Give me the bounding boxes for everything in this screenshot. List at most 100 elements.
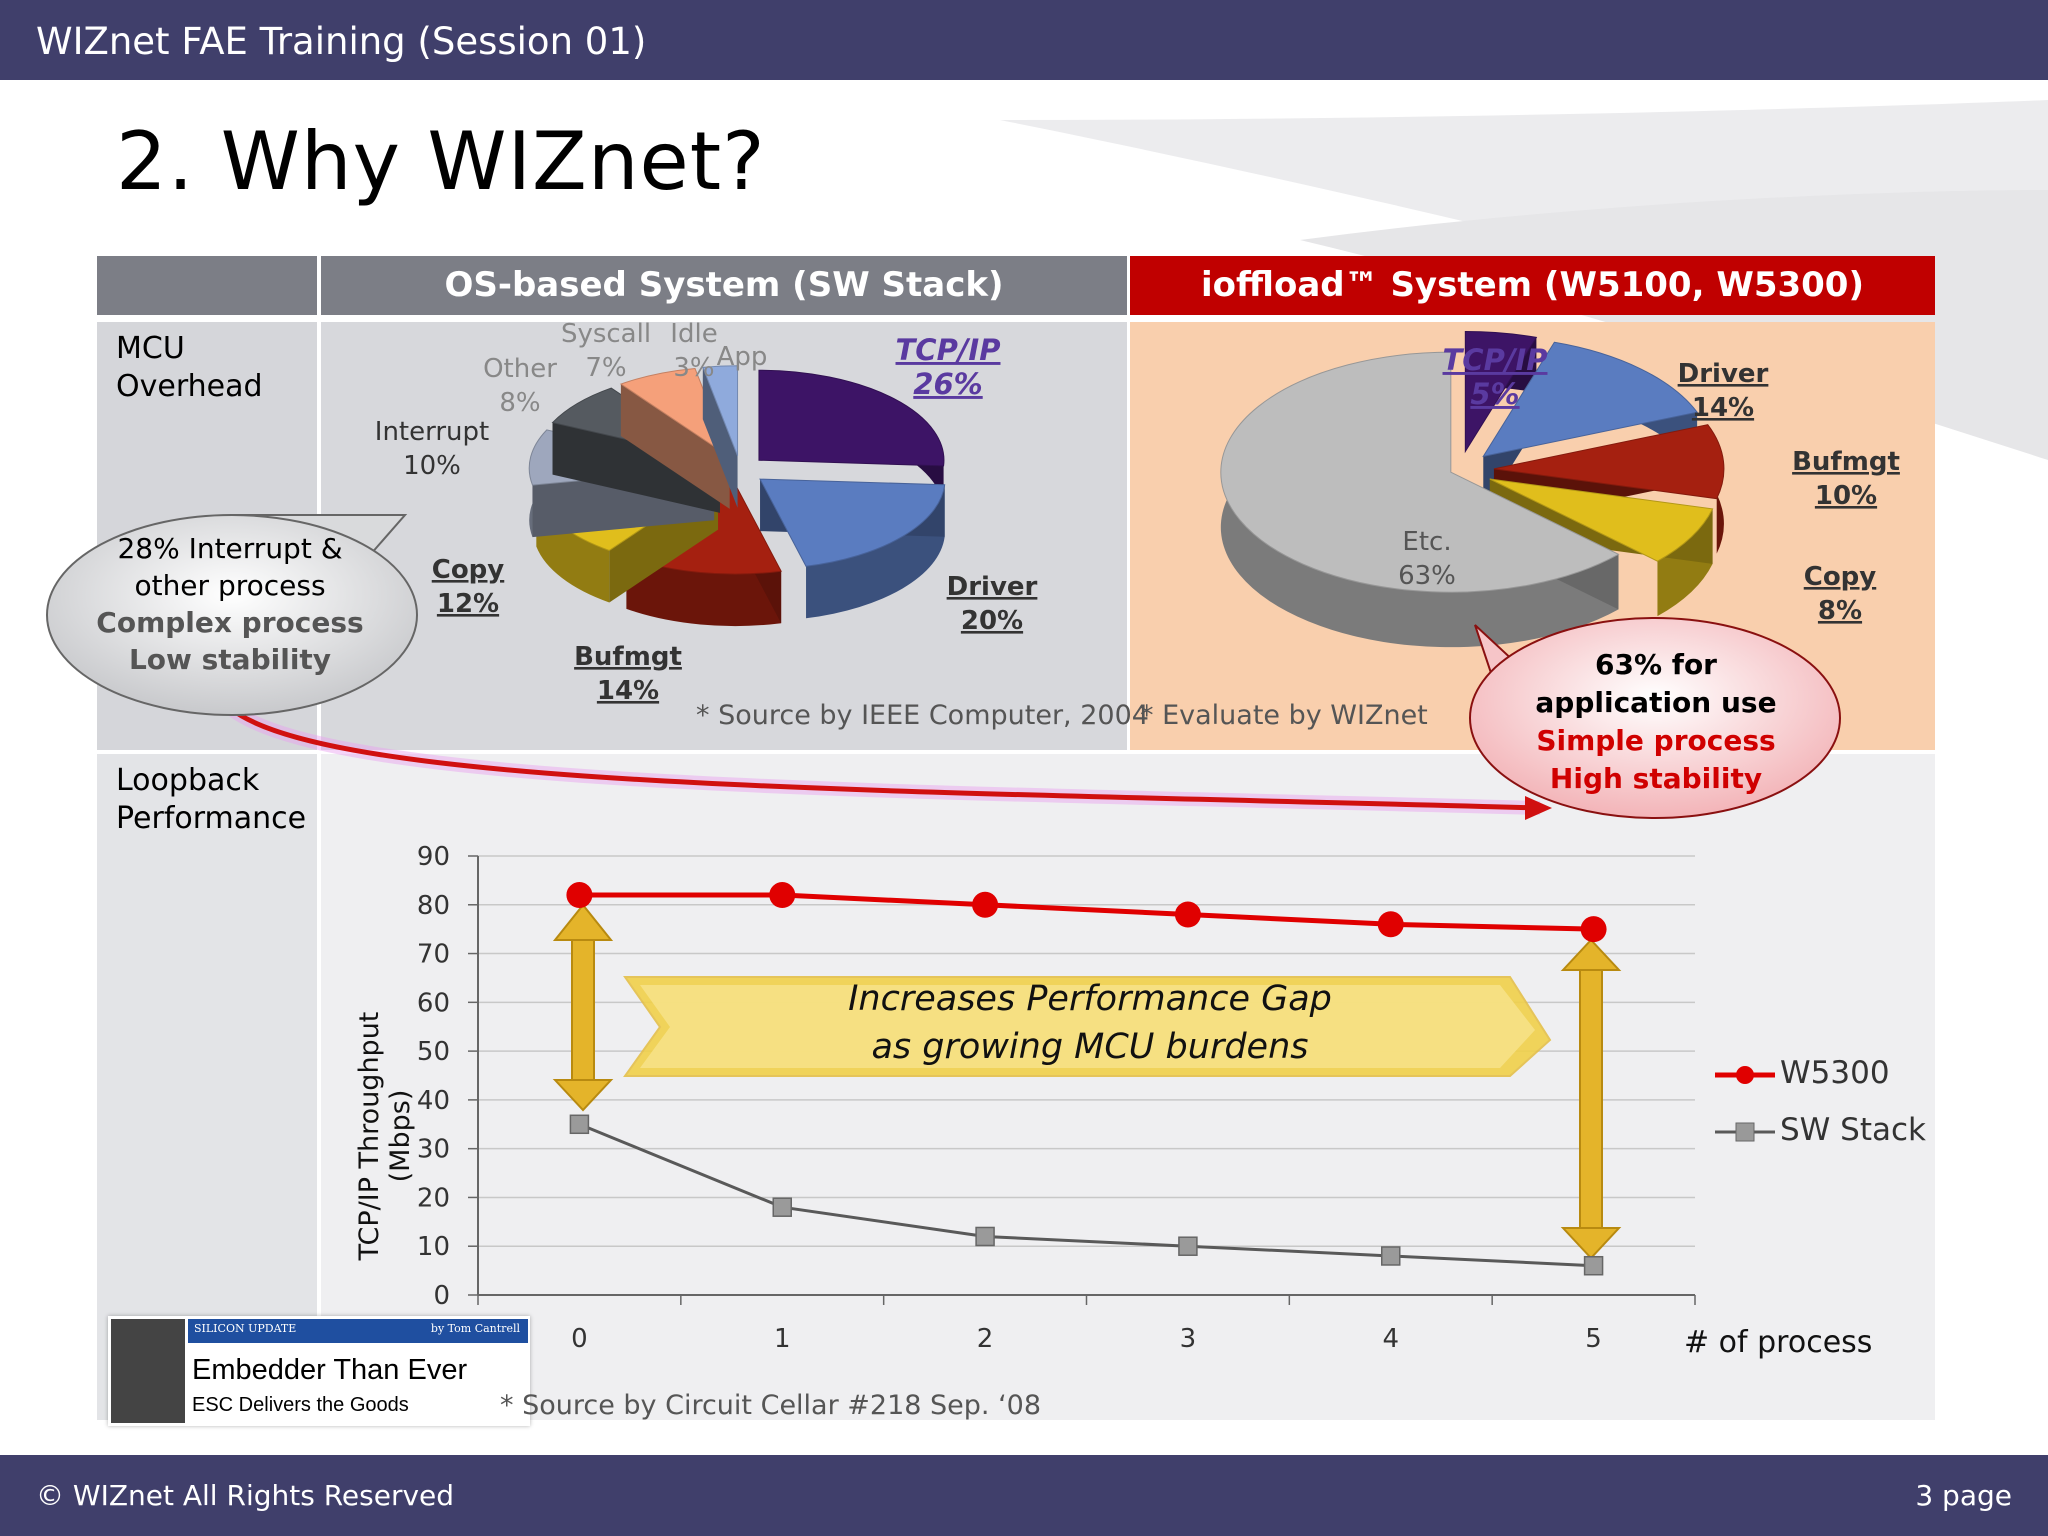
legend-swstack-marker — [1735, 1122, 1755, 1142]
chart-x-axis-title: # of process — [1684, 1325, 1873, 1360]
os-pie-pct-other: 8% — [499, 388, 540, 418]
y-tick-label-80: 80 — [417, 891, 450, 921]
point-swstack-2 — [975, 1226, 995, 1247]
pie-slice-tcpip — [1464, 331, 1538, 454]
x-tick-label-4: 4 — [1382, 1324, 1399, 1354]
point-swstack-1 — [772, 1197, 792, 1217]
y-tick-label-60: 60 — [417, 988, 450, 1018]
clipping-header-strip — [188, 1319, 528, 1343]
pie-slice-other-wall — [552, 422, 720, 513]
io-pie-label-bufmgt: Bufmgt — [1792, 447, 1900, 477]
os-pie-label-bufmgt: Bufmgt — [574, 642, 682, 672]
legend-label-swstack: SW Stack — [1780, 1112, 1927, 1148]
point-w5300-5 — [1580, 916, 1607, 943]
io-pie-pct-copy: 8% — [1818, 596, 1862, 626]
legend-w5300-marker — [1736, 1066, 1754, 1084]
footer-copyright: © WIZnet All Rights Reserved — [36, 1479, 455, 1512]
chart-axes: 0 10 20 30 40 50 60 70 80 90 0 1 2 3 4 5 — [417, 842, 1696, 1354]
callout-right-line-2: application use — [1535, 686, 1777, 719]
point-w5300-3 — [1174, 901, 1201, 928]
clipping-headline: Embedder Than Ever — [192, 1354, 468, 1386]
y-tick-label-0: 0 — [433, 1281, 450, 1311]
os-pie-label-syscall: Syscall — [561, 319, 651, 349]
callout-right-line-3: Simple process — [1536, 724, 1776, 757]
callout-left-line-2: other process — [134, 569, 326, 602]
gap-arrows — [552, 903, 1622, 1260]
author-photo — [111, 1319, 185, 1423]
banner-line-2: as growing MCU burdens — [871, 1027, 1309, 1067]
os-pie-pct-interrupt: 10% — [403, 451, 461, 481]
io-pie-label-etc: Etc. — [1402, 527, 1451, 557]
os-pie-pct-bufmgt: 14% — [597, 676, 659, 706]
pie-slice-bufmgt — [1493, 424, 1725, 500]
slide-title: 2. Why WIZnet? — [116, 115, 766, 208]
pie-slice-idle — [702, 365, 739, 456]
footer-bar: © WIZnet All Rights Reserved 3 page — [0, 1455, 2048, 1536]
point-w5300-1 — [769, 882, 796, 909]
row-label-loopback-performance: Loopback Performance — [116, 763, 307, 836]
io-pie-pct-etc: 63% — [1398, 561, 1456, 591]
point-w5300-4 — [1377, 911, 1404, 938]
os-pie-label-app: App — [717, 342, 768, 372]
gap-arrow-right — [1560, 938, 1622, 1260]
os-pie-pct-driver: 20% — [961, 606, 1023, 636]
os-pie-label-tcpip: TCP/IP — [896, 333, 1001, 367]
performance-gap-text: Increases Performance Gap as growing MCU… — [780, 975, 1400, 1071]
point-swstack-3 — [1178, 1236, 1198, 1256]
y-tick-label-40: 40 — [417, 1086, 450, 1116]
table-corner-cell — [97, 256, 317, 315]
footer-page-number: 3 page — [1915, 1479, 2012, 1512]
pie-slice-syscall — [619, 367, 731, 459]
os-pie-label-interrupt: Interrupt — [375, 417, 489, 447]
os-pie-pct-tcpip: 26% — [913, 367, 982, 401]
os-pie-source: * Source by IEEE Computer, 2004 — [696, 700, 1149, 731]
os-pie-label-idle: Idle — [670, 319, 717, 349]
os-pie-label-copy: Copy — [432, 555, 505, 585]
clipping-tag: SILICON UPDATE — [194, 1322, 297, 1335]
ioffload-pie-chart — [1220, 331, 1725, 648]
clipping-subheadline: ESC Delivers the Goods — [192, 1394, 409, 1416]
series-line-w5300 — [579, 892, 1594, 932]
os-pie-chart — [528, 365, 946, 627]
legend-label-w5300: W5300 — [1780, 1055, 1890, 1091]
point-swstack-4 — [1381, 1246, 1401, 1266]
y-tick-label-20: 20 — [417, 1183, 450, 1213]
connector-arrow — [225, 702, 1552, 820]
column-header-os: OS-based System (SW Stack) — [321, 256, 1127, 315]
callout-left-bubble — [46, 514, 418, 716]
io-pie-label-copy: Copy — [1804, 562, 1877, 592]
io-pie-pct-tcpip: 5% — [1470, 377, 1519, 411]
callout-left-line-3: Complex process — [96, 606, 364, 639]
point-w5300-2 — [972, 891, 999, 918]
point-swstack-5 — [1583, 1255, 1604, 1276]
pie-labels: TCP/IP26%Driver20%Bufmgt14%Copy12%Interr… — [375, 319, 1900, 706]
io-pie-label-driver: Driver — [1678, 359, 1769, 389]
pie-slice-idle-wall — [702, 367, 738, 508]
header-title: WIZnet FAE Training (Session 01) — [36, 20, 647, 63]
column-header-ioffload: ioffload™ System (W5100, W5300) — [1130, 256, 1935, 315]
os-pie-pct-syscall: 7% — [585, 353, 626, 383]
os-pie-pct-idle: 3% — [673, 353, 714, 383]
callout-left-line-4: Low stability — [128, 643, 332, 676]
pie-slice-driver — [1482, 341, 1698, 458]
io-pie-label-tcpip: TCP/IP — [1443, 343, 1548, 377]
pie-slice-driver-side — [806, 484, 945, 619]
pie-slice-driver — [759, 478, 946, 567]
gap-arrow-left — [552, 903, 614, 1112]
callout-right-line-1: 63% for — [1595, 648, 1717, 681]
y-tick-label-30: 30 — [417, 1135, 450, 1165]
x-tick-label-5: 5 — [1585, 1324, 1602, 1354]
pie-slice-tcpip — [758, 369, 945, 467]
x-tick-label-2: 2 — [977, 1324, 994, 1354]
row-label-cell-loopback — [97, 754, 317, 1420]
y-tick-label-50: 50 — [417, 1037, 450, 1067]
circuit-cellar-clipping: SILICON UPDATE by Tom Cantrell Embedder … — [108, 1316, 530, 1426]
ioffload-pie-source: * Evaluate by WIZnet — [1140, 700, 1428, 731]
chart-legend — [1715, 1066, 1775, 1142]
os-pie-label-other: Other — [483, 354, 557, 384]
banner-line-1: Increases Performance Gap — [848, 979, 1332, 1019]
pie-slice-copy — [1489, 478, 1714, 562]
series-line-swstack — [578, 1122, 1594, 1268]
